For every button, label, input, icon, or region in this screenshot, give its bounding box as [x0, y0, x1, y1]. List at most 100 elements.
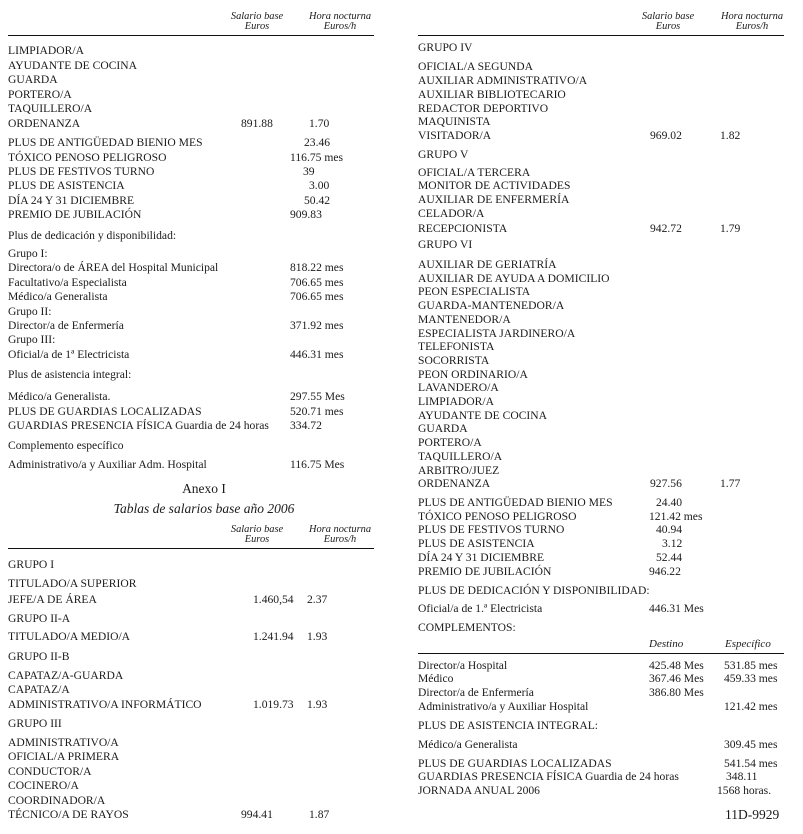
row-label: PLUS DE FESTIVOS TURNO	[8, 165, 155, 178]
row-label: Plus de asistencia integral:	[8, 368, 132, 381]
row-value-2: 1.77	[720, 477, 741, 491]
row-value-1: 425.48 Mes	[649, 659, 704, 672]
row-label: LIMPIADOR/A	[8, 44, 85, 57]
row-label: GRUPO VI	[418, 238, 473, 251]
row-label: Oficial/a de 1.ª Electricista	[418, 602, 543, 615]
row-value-1: 367.46 Mes	[649, 672, 704, 685]
row-label: COORDINADOR/A	[8, 794, 106, 807]
row-label: Complemento específico	[8, 439, 124, 452]
row-value-2: 459.33 mes	[724, 672, 778, 685]
row-value-1: 1.019.73	[253, 698, 294, 711]
row-label: CAPATAZ/A	[8, 683, 70, 696]
page-code: 11D-9929	[725, 807, 780, 822]
row-label: PORTERO/A	[418, 436, 482, 450]
right-header-col2: Hora nocturna	[720, 11, 784, 22]
row-label: Grupo I:	[8, 247, 48, 260]
row-label: PLUS DE GUARDIAS LOCALIZADAS	[8, 405, 202, 418]
annex-header-col2-unit: Euros/h	[323, 534, 357, 545]
left-header-col1: Salario base	[230, 11, 284, 22]
row-label: GRUPO II-A	[8, 612, 71, 625]
row-value-1: 446.31 Mes	[649, 602, 704, 615]
row-label: PLUS DE ASISTENCIA	[8, 179, 125, 192]
row-label: Administrativo/a y Auxiliar Hospital	[418, 700, 589, 713]
row-label: GRUPO V	[418, 148, 469, 161]
especifico-header: Específico	[725, 638, 771, 650]
row-value-2: 297.55 Mes	[290, 390, 345, 403]
row-value-2: 309.45 mes	[724, 738, 778, 751]
row-label: MAQUINISTA	[418, 115, 491, 128]
complementos-rule	[418, 653, 784, 655]
row-label: PLUS DE ASISTENCIA INTEGRAL:	[418, 719, 599, 732]
row-label: Médico	[418, 672, 454, 685]
row-label: AYUDANTE DE COCINA	[8, 59, 138, 72]
row-label: MONITOR DE ACTIVIDADES	[418, 179, 571, 192]
annex-header-rule	[8, 548, 374, 550]
row-value-2: 116.75 mes	[290, 151, 344, 164]
row-value-2: 818.22 mes	[290, 261, 344, 274]
row-label: ADMINISTRATIVO/A INFORMÁTICO	[8, 698, 202, 711]
row-value-2: 116.75 Mes	[290, 458, 345, 471]
row-value-2: 1.93	[307, 630, 328, 643]
row-label: LAVANDERO/A	[418, 381, 499, 395]
row-label: GRUPO IV	[418, 41, 473, 54]
row-value-2: 1.87	[309, 808, 330, 821]
row-value-1: 1.460,54	[253, 593, 294, 606]
row-label: CAPATAZ/A-GUARDA	[8, 669, 124, 682]
annex-header-col1-unit: Euros	[244, 534, 270, 545]
row-value-2: 371.92 mes	[290, 319, 344, 332]
row-label: PLUS DE ASISTENCIA	[418, 537, 535, 550]
row-value-2: 706.65 mes	[290, 276, 344, 289]
row-label: Directora/o de ÁREA del Hospital Municip…	[8, 261, 219, 274]
row-label: GRUPO I	[8, 558, 55, 571]
row-label: PREMIO DE JUBILACIÓN	[418, 565, 552, 578]
annex-title: Anexo I	[182, 481, 226, 496]
row-value-2: 334.72	[290, 419, 322, 432]
row-value-1: 927.56	[650, 477, 682, 491]
row-label: TITULADO/A SUPERIOR	[8, 577, 137, 590]
row-label: Médico/a Generalista.	[8, 390, 111, 403]
row-label: RECEPCIONISTA	[418, 222, 508, 235]
row-label: PREMIO DE JUBILACIÓN	[8, 208, 142, 221]
row-label: ESPECIALISTA JARDINERO/A	[418, 326, 576, 340]
row-label: AUXILIAR DE GERIATRÍA	[418, 258, 557, 271]
row-value-2: 1.93	[307, 698, 328, 711]
row-value-2: 121.42 mes	[724, 700, 778, 713]
row-label: PLUS DE ANTIGÜEDAD BIENIO MES	[8, 136, 203, 149]
row-label: Médico/a Generalista	[418, 738, 518, 751]
row-label: COMPLEMENTOS:	[418, 621, 516, 634]
row-value-1: 24.40	[656, 496, 683, 509]
row-label: TÉCNICO/A DE RAYOS	[8, 808, 129, 821]
row-label: PLUS DE ANTIGÜEDAD BIENIO MES	[418, 496, 613, 509]
row-label: OFICIAL/A TERCERA	[418, 166, 531, 179]
row-value-2: 23.46	[304, 136, 331, 149]
row-label: OFICIAL/A PRIMERA	[8, 750, 120, 763]
annex-header-col2: Hora nocturna	[308, 524, 372, 535]
left-header-col1-unit: Euros	[244, 21, 270, 32]
row-label: GUARDA-MANTENEDOR/A	[418, 299, 565, 313]
row-label: GUARDIAS PRESENCIA FÍSICA Guardia de 24 …	[8, 419, 269, 432]
row-label: Grupo II:	[8, 305, 52, 318]
destino-header: Destino	[649, 638, 684, 650]
row-label: DÍA 24 Y 31 DICIEMBRE	[8, 194, 135, 207]
left-header-rule	[8, 35, 374, 37]
row-value-2: 1568 horas.	[717, 784, 772, 797]
row-label: Director/a Hospital	[418, 659, 508, 672]
row-value-1: 994.41	[241, 808, 273, 821]
row-label: COCINERO/A	[8, 779, 79, 792]
row-value-1: 52.44	[656, 551, 683, 564]
row-label: GRUPO III	[8, 717, 62, 730]
row-label: JEFE/A DE ÁREA	[8, 593, 97, 606]
row-label: GRUPO II-B	[8, 650, 70, 663]
row-label: VISITADOR/A	[418, 129, 492, 142]
right-header-col1-unit: Euros	[655, 21, 681, 32]
row-label: PEON ORDINARIO/A	[418, 367, 528, 381]
row-label: TITULADO/A MEDIO/A	[8, 630, 131, 643]
row-label: ORDENANZA	[8, 117, 81, 130]
row-label: GUARDIAS PRESENCIA FÍSICA Guardia de 24 …	[418, 770, 679, 783]
row-value-2: 1.79	[720, 222, 741, 235]
row-label: TÓXICO PENOSO PELIGROSO	[8, 151, 167, 164]
right-header-col1: Salario base	[641, 11, 695, 22]
row-value-1: 40.94	[656, 523, 683, 536]
row-label: PLUS DE GUARDIAS LOCALIZADAS	[418, 757, 612, 770]
row-label: PEON ESPECIALISTA	[418, 285, 531, 299]
